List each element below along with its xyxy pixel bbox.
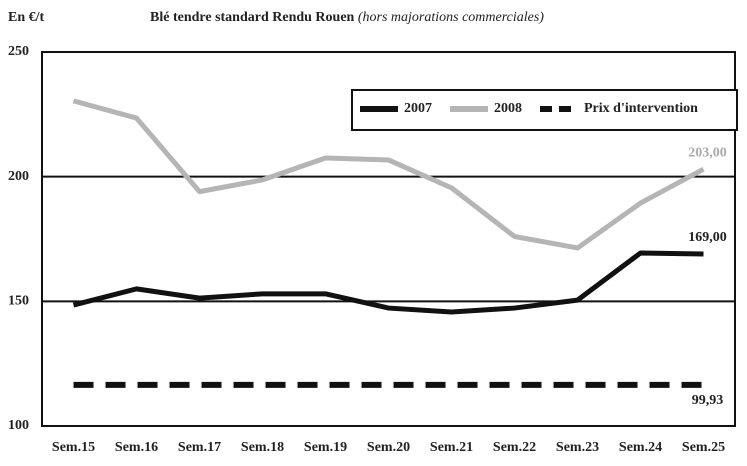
series-line — [72, 250, 704, 315]
x-tick-label: Sem.22 — [493, 440, 536, 455]
annotation: 99,93 — [692, 393, 724, 408]
title: Blé tendre standard Rendu Rouen — [150, 10, 355, 25]
y-tick-label: 100 — [8, 418, 29, 433]
y-axis-label: En €/t — [8, 10, 45, 25]
legend-label: Prix d'intervention — [584, 101, 698, 116]
x-tick-label: Sem.20 — [367, 440, 410, 455]
y-tick-label: 250 — [8, 44, 29, 59]
x-tick-label: Sem.24 — [619, 440, 662, 455]
subtitle: (hors majorations commerciales) — [358, 10, 544, 25]
legend-label: 2007 — [404, 101, 432, 116]
value-label: 169,00 — [688, 230, 727, 245]
x-tick-label: Sem.18 — [241, 440, 284, 455]
x-tick-label: Sem.23 — [556, 440, 599, 455]
x-tick-label: Sem.17 — [178, 440, 221, 455]
value-label: 203,00 — [688, 145, 727, 160]
x-tick-label: Sem.15 — [52, 440, 95, 455]
y-tick-label: 150 — [8, 294, 29, 309]
x-tick-label: Sem.25 — [682, 440, 725, 455]
x-tick-label: Sem.19 — [304, 440, 347, 455]
series-line — [72, 98, 705, 251]
x-tick-label: Sem.16 — [115, 440, 158, 455]
y-tick-label: 200 — [8, 169, 29, 184]
x-tick-label: Sem.21 — [430, 440, 473, 455]
legend-label: 2008 — [494, 101, 522, 116]
chart-title: Blé tendre standard Rendu Rouen (hors ma… — [150, 10, 544, 25]
